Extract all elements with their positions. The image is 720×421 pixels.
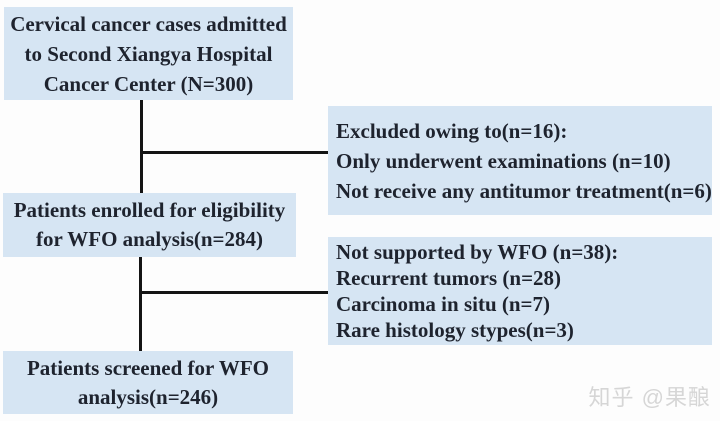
box-line: Patients screened for WFO [26,355,270,380]
connector-vertical-admitted-to-enrolled [140,100,143,193]
flow-box-excluded: Excluded owing to(n=16): Only underwent … [328,106,712,215]
box-line: to Second Xiangya Hospital [24,41,273,66]
box-line: Excluded owing to(n=16): [336,118,568,143]
flow-box-admitted: Cervical cancer cases admitted to Second… [4,7,293,100]
box-line: Carcinoma in situ (n=7) [336,292,551,316]
box-line: Cervical cancer cases admitted [10,11,287,36]
box-line: Recurrent tumors (n=28) [336,266,562,290]
connector-horizontal-to-excluded [140,151,328,154]
box-line: Not supported by WFO (n=38): [336,240,619,264]
box-line: Patients enrolled for eligibility [13,198,286,222]
box-line: for WFO analysis(n=284) [35,227,264,251]
box-line: Cancer Center (N=300) [43,71,254,96]
zhihu-watermark: 知乎 @果酿 [588,385,711,410]
flow-box-enrolled: Patients enrolled for eligibility for WF… [3,193,296,257]
connector-vertical-enrolled-to-screened [139,257,142,351]
flow-box-screened: Patients screened for WFO analysis(n=246… [3,351,293,414]
flow-box-not-supported: Not supported by WFO (n=38): Recurrent t… [328,237,712,345]
connector-horizontal-to-not-supported [139,291,328,294]
box-line: Only underwent examinations (n=10) [336,148,671,173]
box-line: analysis(n=246) [77,384,219,409]
box-line: Not receive any antitumor treatment(n=6) [336,178,712,203]
box-line: Rare histology stypes(n=3) [336,318,574,342]
